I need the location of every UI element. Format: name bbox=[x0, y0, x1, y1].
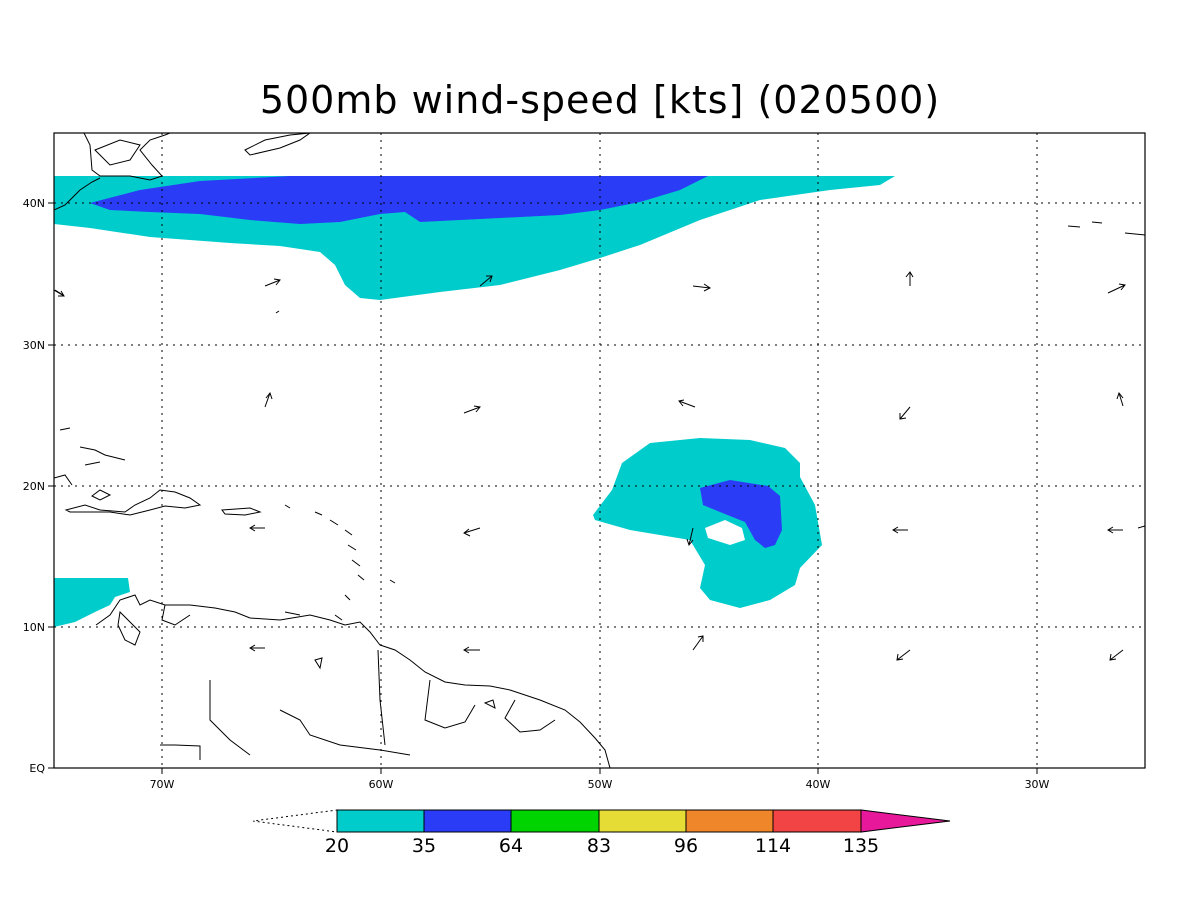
coastlines bbox=[54, 133, 1145, 768]
contour-hole bbox=[705, 520, 745, 545]
axis-ticks bbox=[48, 202, 1038, 774]
lon-label: 70W bbox=[150, 778, 175, 791]
lon-label: 40W bbox=[806, 778, 831, 791]
lat-label: EQ bbox=[29, 762, 45, 775]
map-title: 500mb wind-speed [kts] (020500) bbox=[259, 78, 941, 122]
lat-label: 30N bbox=[23, 339, 45, 352]
colorbar: 20 35 64 83 96 114 135 bbox=[252, 809, 951, 857]
lon-label: 30W bbox=[1025, 778, 1050, 791]
colorbar-tick-label: 64 bbox=[499, 835, 523, 857]
lon-label: 50W bbox=[588, 778, 613, 791]
colorbar-tick-label: 35 bbox=[412, 835, 436, 857]
colorbar-tick-label: 114 bbox=[755, 835, 791, 857]
colorbar-high-extension bbox=[860, 809, 951, 833]
colorbar-tick-label: 20 bbox=[325, 835, 349, 857]
lat-label: 40N bbox=[23, 197, 45, 210]
contour-35-64-north bbox=[90, 176, 708, 224]
colorbar-bin bbox=[772, 809, 862, 833]
contour-35-64-tropical bbox=[700, 480, 782, 548]
colorbar-low-extension bbox=[252, 809, 338, 833]
contour-20-35-caribbean bbox=[54, 578, 130, 627]
colorbar-bin bbox=[598, 809, 687, 833]
contour-20-35-tropical bbox=[593, 438, 822, 608]
lon-label: 60W bbox=[369, 778, 394, 791]
colorbar-tick-label: 96 bbox=[674, 835, 698, 857]
colorbar-tick-label: 83 bbox=[587, 835, 611, 857]
wind-vectors bbox=[54, 271, 1145, 661]
colorbar-bin bbox=[685, 809, 774, 833]
lat-label: 10N bbox=[23, 621, 45, 634]
lat-lon-grid bbox=[54, 133, 1145, 768]
colorbar-bin bbox=[423, 809, 512, 833]
colorbar-bin bbox=[510, 809, 600, 833]
lat-label: 20N bbox=[23, 480, 45, 493]
colorbar-bin bbox=[336, 809, 425, 833]
colorbar-tick-label: 135 bbox=[843, 835, 879, 857]
